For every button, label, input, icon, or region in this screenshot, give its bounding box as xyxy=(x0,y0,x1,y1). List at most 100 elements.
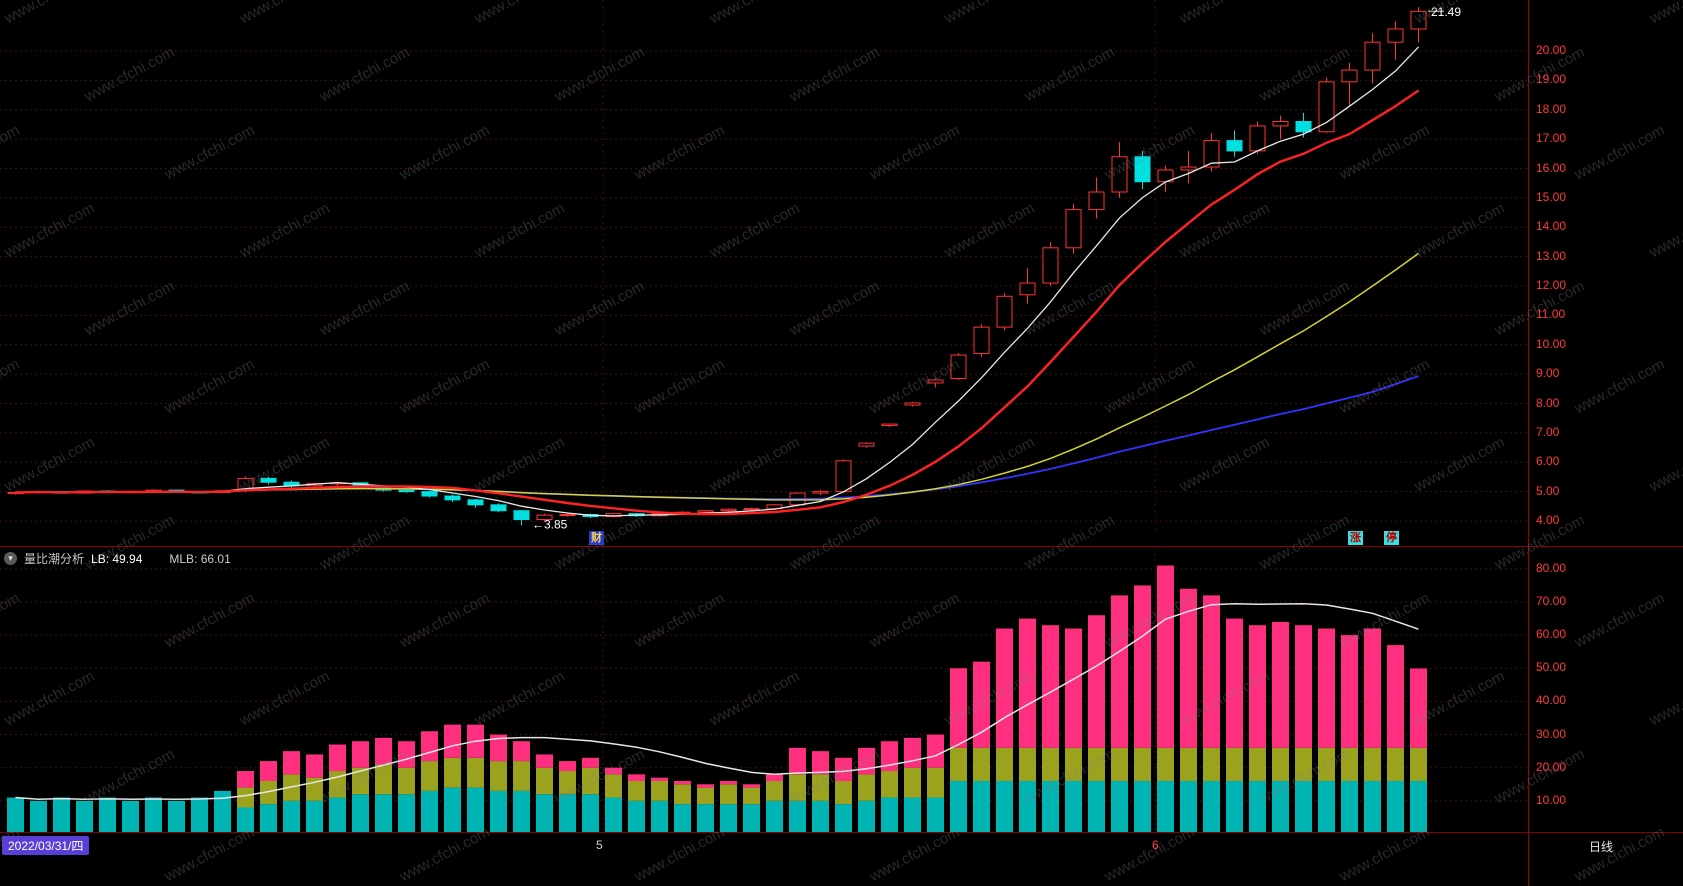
volume-bar-mid xyxy=(720,784,737,805)
volume-bar-mid xyxy=(1065,747,1082,781)
volume-bar-mid xyxy=(789,774,806,801)
high-price-annotation: 21.49 xyxy=(1431,5,1461,19)
volume-bar-short xyxy=(973,780,990,832)
volume-bar-mid xyxy=(605,774,622,798)
indicator-tick-label: 30.00 xyxy=(1536,726,1567,741)
volume-bar-short xyxy=(467,787,484,832)
candle xyxy=(513,510,530,521)
volume-bar-long xyxy=(260,761,277,781)
volume-bar-long xyxy=(1157,565,1174,748)
candle xyxy=(1272,121,1289,127)
indicator-axis: 80.00 70.00 60.00 50.00 40.00 30.00 20.00 10.00 xyxy=(1529,547,1683,833)
price-tick-label: 9.00 xyxy=(1536,366,1560,381)
volume-bar-long xyxy=(352,741,369,768)
volume-bar-short xyxy=(674,804,691,832)
financial-report-badge[interactable]: 财 xyxy=(589,531,604,545)
period-cell: 日线 xyxy=(1529,833,1683,857)
volume-bar-long xyxy=(559,761,576,772)
volume-bar-short xyxy=(1295,780,1312,832)
volume-bar-mid xyxy=(927,767,944,798)
volume-bar-mid xyxy=(536,767,553,795)
volume-bar-short xyxy=(766,800,783,832)
volume-bar-mid xyxy=(1180,747,1197,781)
candle xyxy=(904,402,921,406)
volume-bar-mid xyxy=(1019,747,1036,781)
price-tick-label: 12.00 xyxy=(1536,278,1567,292)
indicator-panel[interactable]: ▾ 量比潮分析 LB: 49.94 MLB: 66.01 xyxy=(0,547,1528,833)
volume-bar-short xyxy=(812,800,829,832)
volume-bar-short xyxy=(1226,780,1243,832)
limit-up-badge-2[interactable]: 停 xyxy=(1384,531,1399,545)
volume-bar-long xyxy=(743,784,760,788)
volume-bar-short xyxy=(145,797,162,832)
volume-bar-short xyxy=(53,797,70,832)
volume-bar-short xyxy=(421,790,438,832)
candle xyxy=(421,491,438,497)
indicator-tick-label: 50.00 xyxy=(1536,660,1567,675)
volume-bar-short xyxy=(950,780,967,832)
volume-bar-long xyxy=(697,784,714,788)
volume-bar-short xyxy=(306,800,323,832)
volume-bar-long xyxy=(789,747,806,775)
volume-bar-long xyxy=(237,771,254,788)
volume-bar-long xyxy=(490,734,507,762)
price-tick-label: 11.00 xyxy=(1536,307,1566,322)
date-label[interactable]: 2022/03/31/四 xyxy=(2,836,90,855)
volume-bar-short xyxy=(1341,780,1358,832)
price-tick-label: 18.00 xyxy=(1536,101,1567,116)
candle xyxy=(1111,156,1128,193)
candle xyxy=(697,510,714,513)
volume-bar-mid xyxy=(881,771,898,798)
candle xyxy=(996,295,1013,328)
volume-bar-mid xyxy=(1318,747,1335,781)
candle xyxy=(1203,140,1220,168)
candle xyxy=(260,477,277,483)
volume-bar-mid xyxy=(490,761,507,791)
volume-bar-long xyxy=(927,734,944,768)
price-tick-label: 16.00 xyxy=(1536,160,1567,175)
main-chart-panel[interactable]: 21.49 ←3.85 xyxy=(0,0,1528,530)
volume-bar-long xyxy=(628,774,645,781)
limit-up-badge-1[interactable]: 涨 xyxy=(1348,531,1363,545)
candle xyxy=(1042,247,1059,284)
price-tick-label: 17.00 xyxy=(1536,131,1567,146)
candle xyxy=(1410,10,1427,30)
volume-bar-mid xyxy=(766,780,783,801)
volume-bar-mid xyxy=(421,761,438,791)
volume-bar-mid xyxy=(444,757,461,788)
price-tick-label: 19.00 xyxy=(1536,72,1567,87)
volume-bar-long xyxy=(1019,618,1036,748)
price-tick-label: 10.00 xyxy=(1536,336,1567,351)
indicator-lb-value: LB: 49.94 xyxy=(91,551,143,566)
volume-bar-mid xyxy=(467,757,484,788)
volume-bar-long xyxy=(651,777,668,781)
volume-bar-long xyxy=(582,757,599,768)
volume-bar-long xyxy=(835,757,852,781)
volume-bar-long xyxy=(1042,625,1059,748)
volume-bar-mid xyxy=(559,771,576,795)
volume-bar-mid xyxy=(1387,747,1404,781)
event-badge-strip: 财 涨 停 xyxy=(0,530,1528,547)
volume-bar-short xyxy=(329,797,346,832)
price-tick-label: 4.00 xyxy=(1536,513,1560,527)
ma-line-MA60 xyxy=(15,375,1419,500)
volume-bar-short xyxy=(996,780,1013,832)
volume-bar-short xyxy=(1180,780,1197,832)
volume-bar-short xyxy=(191,797,208,832)
volume-bar-mid xyxy=(1341,747,1358,781)
volume-bar-mid xyxy=(697,787,714,805)
status-bar: 2022/03/31/四 5 6 xyxy=(0,833,1528,857)
volume-bar-short xyxy=(99,797,116,832)
volume-bar-short xyxy=(1111,780,1128,832)
volume-bar-long xyxy=(1088,615,1105,748)
volume-bar-mid xyxy=(1410,747,1427,781)
volume-bar-mid xyxy=(996,747,1013,781)
volume-bar-long xyxy=(513,741,530,762)
volume-bar-short xyxy=(743,804,760,832)
period-label[interactable]: 日线 xyxy=(1589,840,1614,854)
collapse-indicator-icon[interactable]: ▾ xyxy=(4,552,17,565)
price-tick-label: 20.00 xyxy=(1536,43,1567,57)
volume-bar-short xyxy=(582,794,599,832)
volume-bar-long xyxy=(674,780,691,785)
volume-bar-short xyxy=(30,800,47,832)
